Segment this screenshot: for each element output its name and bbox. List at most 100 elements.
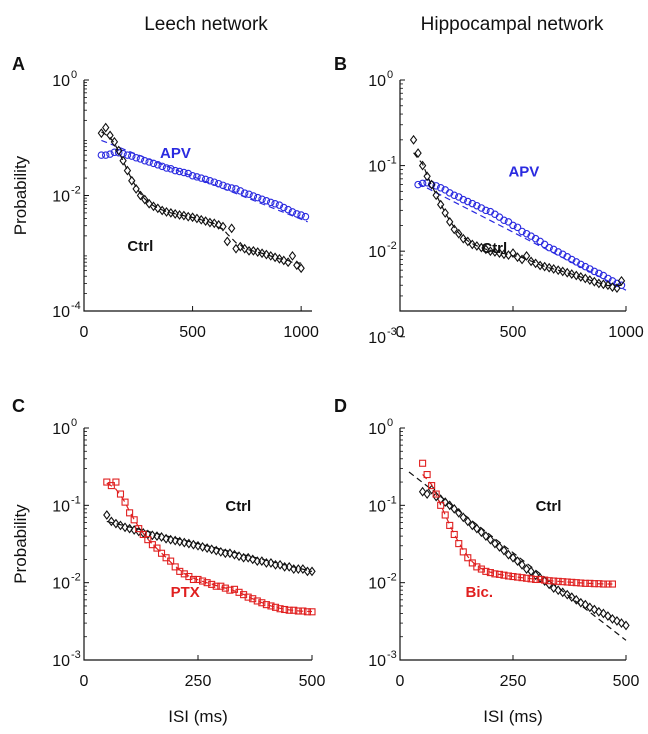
data-point	[167, 557, 175, 565]
data-point	[595, 269, 603, 278]
series-label: PTX	[171, 584, 200, 601]
data-point	[590, 267, 599, 276]
data-point	[267, 602, 275, 610]
data-point	[244, 593, 252, 601]
data-point	[568, 592, 576, 603]
data-point	[409, 134, 418, 145]
data-point	[212, 582, 220, 590]
data-point	[166, 534, 175, 545]
data-point	[599, 580, 607, 588]
data-point	[149, 159, 158, 168]
data-point	[141, 156, 149, 165]
y-tick-exponent: -2	[387, 240, 397, 252]
data-point	[193, 173, 201, 181]
data-point	[563, 589, 571, 600]
series-ctrl: Ctrl	[103, 498, 316, 577]
data-point	[227, 184, 236, 192]
data-point	[201, 216, 210, 227]
data-point	[203, 579, 211, 587]
data-point	[495, 570, 503, 578]
data-point	[554, 248, 562, 256]
data-point	[477, 204, 486, 212]
data-point	[459, 512, 467, 523]
data-point	[513, 573, 522, 581]
data-point	[197, 214, 205, 225]
data-point	[194, 575, 202, 584]
series-ptx: PTX	[103, 478, 316, 616]
data-point	[617, 275, 626, 286]
data-point	[436, 494, 445, 505]
data-point	[509, 572, 517, 581]
fit-line	[413, 152, 622, 287]
data-point	[180, 168, 188, 177]
data-point	[284, 257, 292, 268]
y-tick-label: 10	[52, 421, 70, 438]
data-point	[518, 559, 526, 570]
data-point	[522, 229, 531, 238]
axis-lines	[399, 428, 626, 661]
data-point	[468, 559, 476, 567]
data-point	[572, 594, 580, 605]
data-point	[531, 258, 540, 269]
data-point	[197, 174, 206, 182]
data-point	[491, 247, 499, 257]
data-point	[468, 199, 477, 208]
data-point	[518, 574, 526, 582]
data-point	[536, 260, 544, 271]
data-point	[145, 158, 153, 166]
data-point	[301, 212, 310, 221]
data-point	[568, 255, 576, 264]
series-apv: APV	[97, 139, 310, 223]
y-tick-exponent: 0	[387, 417, 393, 429]
data-point	[221, 584, 229, 592]
data-point	[586, 579, 594, 587]
data-point	[184, 169, 192, 178]
data-point	[486, 246, 495, 257]
data-point	[236, 241, 245, 252]
data-point	[219, 221, 227, 232]
data-point	[477, 242, 486, 253]
data-point	[136, 190, 145, 201]
data-point	[513, 223, 522, 232]
data-point	[171, 563, 179, 571]
fit-line	[422, 474, 613, 585]
series-label: Bic.	[466, 584, 494, 601]
series-apv: APV	[414, 163, 627, 291]
data-point	[446, 216, 454, 227]
data-point	[158, 205, 166, 216]
data-point	[285, 561, 293, 572]
data-point	[495, 541, 504, 552]
data-point	[293, 210, 301, 218]
data-point	[119, 155, 127, 166]
data-point	[293, 260, 301, 271]
data-point	[276, 559, 284, 570]
data-point	[455, 540, 463, 548]
data-point	[450, 224, 458, 235]
axis-lines	[83, 80, 312, 312]
data-point	[171, 166, 179, 175]
data-point	[235, 588, 243, 596]
data-point	[294, 607, 302, 615]
panel-letter: A	[12, 54, 25, 74]
data-point	[468, 520, 477, 531]
column-title-hippocampal: Hippocampal network	[421, 14, 604, 35]
data-point	[572, 270, 580, 281]
data-point	[171, 208, 179, 219]
data-point	[455, 228, 463, 239]
data-point	[513, 252, 522, 263]
data-point	[495, 248, 504, 258]
data-point	[139, 530, 147, 539]
data-point	[450, 191, 458, 200]
panel-letter: C	[12, 396, 25, 416]
data-point	[608, 282, 617, 293]
data-point	[595, 278, 603, 289]
data-point	[180, 537, 189, 548]
data-point	[123, 151, 132, 159]
data-point	[240, 243, 249, 254]
data-point	[110, 136, 119, 147]
data-point	[459, 233, 467, 244]
data-point	[459, 548, 467, 556]
data-point	[175, 167, 184, 176]
series-ctrl: Ctrl	[409, 134, 626, 294]
